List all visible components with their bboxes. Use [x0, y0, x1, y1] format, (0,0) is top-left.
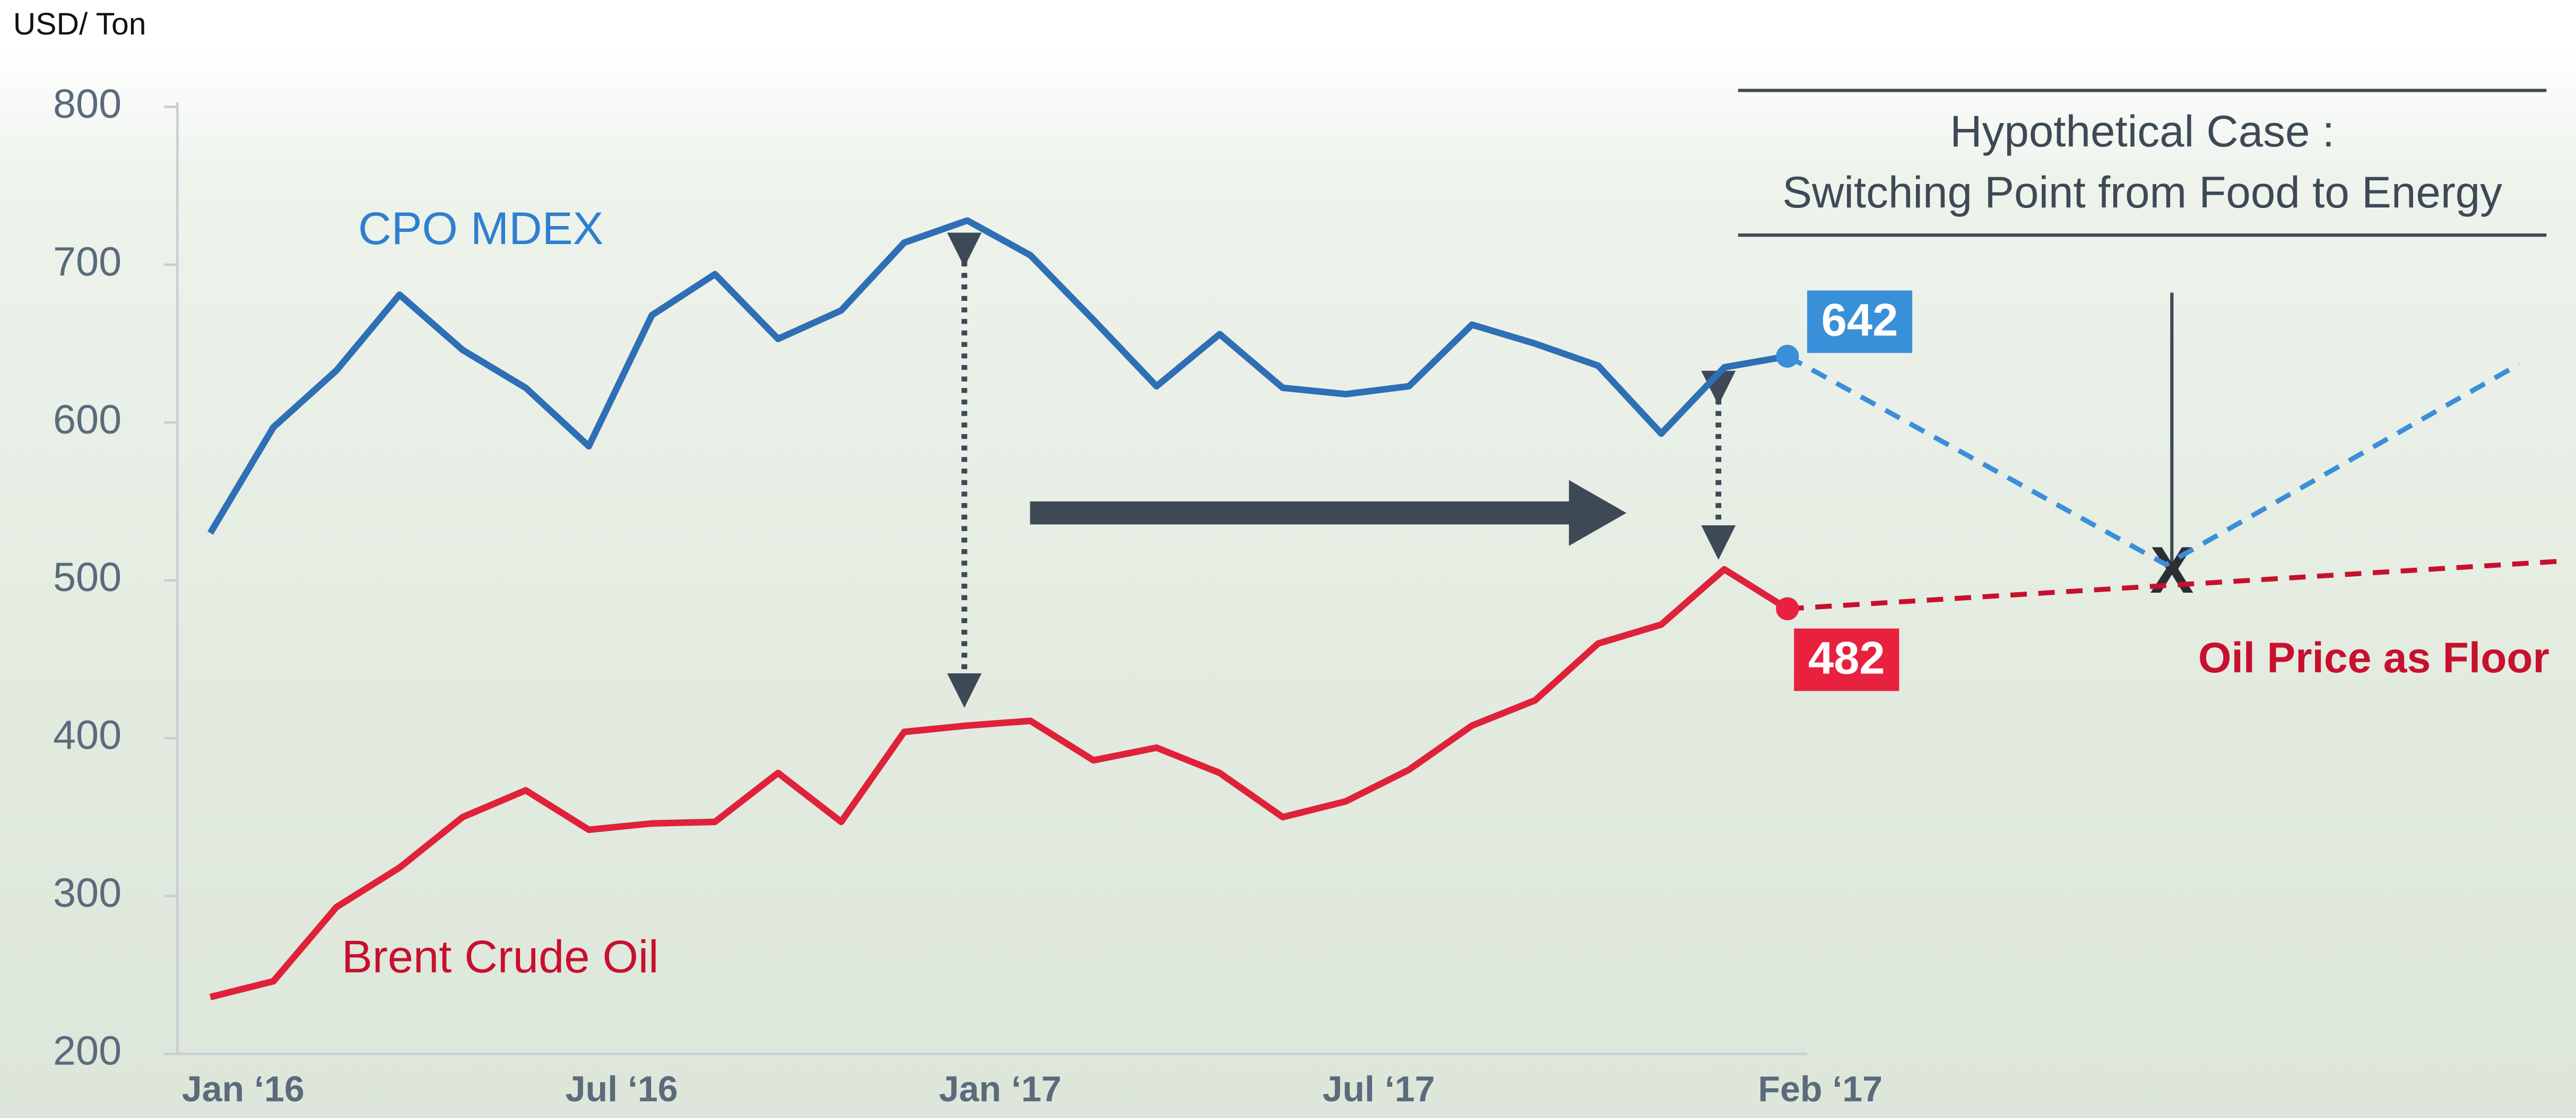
- y-tick-label: 800: [53, 81, 122, 127]
- y-tick-label: 200: [53, 1028, 122, 1074]
- annotation-title: Switching Point from Food to Energy: [1782, 167, 2502, 217]
- annotation-title: Hypothetical Case :: [1950, 106, 2335, 156]
- x-tick-label: Jul ‘16: [566, 1069, 678, 1109]
- end-point: [1776, 597, 1799, 620]
- x-tick-label: Jan ‘16: [182, 1069, 305, 1109]
- y-tick-label: 400: [53, 713, 122, 758]
- x-tick-label: Feb ‘17: [1758, 1069, 1883, 1109]
- page: {"chart_data": { "type": "line", "y_labe…: [0, 0, 2576, 1118]
- value-label: 642: [1822, 294, 1898, 345]
- y-tick-label: 600: [53, 397, 122, 443]
- switch-marker: X: [2150, 534, 2194, 607]
- series-label: CPO MDEX: [358, 203, 603, 254]
- x-tick-label: Jul ‘17: [1322, 1069, 1435, 1109]
- y-axis-label: USD/ Ton: [13, 7, 146, 41]
- series-label: Brent Crude Oil: [342, 931, 658, 982]
- chart: USD/ Ton Hypothetical Case : Switching P…: [0, 0, 2576, 1118]
- floor-label: Oil Price as Floor: [2198, 634, 2549, 682]
- y-tick-label: 300: [53, 870, 122, 916]
- y-tick-label: 500: [53, 554, 122, 600]
- y-tick-label: 700: [53, 239, 122, 284]
- value-label: 482: [1808, 632, 1885, 683]
- x-tick-label: Jan ‘17: [939, 1069, 1062, 1109]
- end-point: [1776, 345, 1799, 368]
